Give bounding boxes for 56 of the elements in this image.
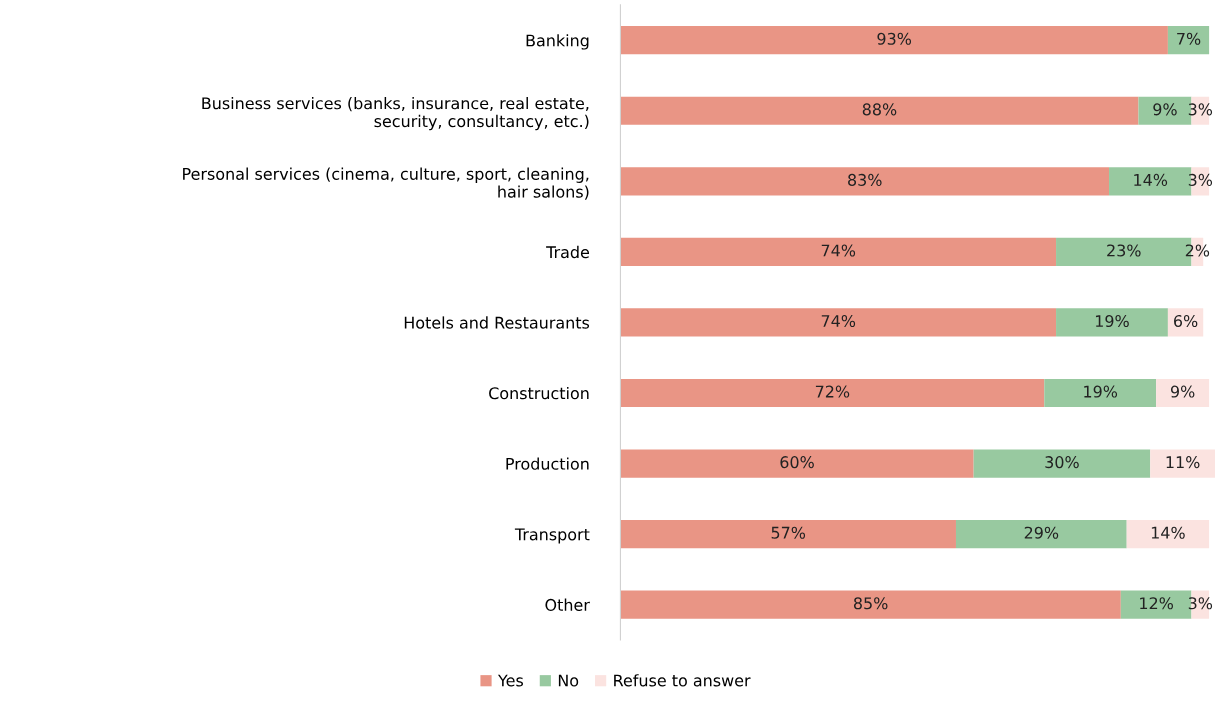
bar [620,519,956,549]
data-label: 60% [780,456,814,469]
bar [1150,449,1215,478]
bar [973,449,1151,478]
bar [620,449,974,478]
data-label: 83% [848,173,882,186]
data-label: 88% [862,103,897,116]
data-label: 3% [1188,173,1213,186]
data-label: 7% [1177,32,1201,45]
bar [620,167,1110,196]
bar [620,590,1121,619]
data-label: 14% [1134,173,1168,186]
data-label: 19% [1084,385,1118,398]
bar [955,519,1127,549]
data-label: 9% [1170,385,1195,398]
bar [1044,378,1157,408]
data-label: 9% [1153,103,1177,116]
bar [1126,519,1210,549]
data-label: 19% [1095,314,1129,328]
bar [1167,308,1204,337]
data-label: 3% [1188,103,1213,116]
data-label: 23% [1107,244,1141,257]
data-label: 85% [853,597,888,610]
data-label: 2% [1185,244,1210,257]
bar [620,308,1057,337]
bar [620,378,1045,408]
y-tick-label: Transport [514,528,590,544]
y-tick-label: Hotels and Restaurants [404,316,590,329]
bar [1056,308,1168,337]
bar [620,26,1168,55]
bar [620,96,1139,125]
legend-label: Refuse to answer [614,674,751,687]
data-label: 29% [1024,526,1059,539]
data-label: 74% [821,314,856,328]
bar [1167,26,1210,55]
y-tick-label: Other [545,598,590,611]
bar [1156,378,1210,408]
data-label: 72% [815,385,850,398]
y-tick-label: Construction [489,386,589,400]
data-label: 74% [821,244,856,257]
data-label: 93% [877,32,912,45]
y-tick-label: Trade [546,245,590,259]
data-label: 11% [1166,456,1200,469]
data-label: 3% [1188,597,1213,610]
bar [620,237,1057,266]
legend-label: No [558,674,579,687]
data-label: 57% [771,526,806,539]
data-label: 12% [1140,597,1173,610]
y-tick-label: Banking [526,34,589,50]
data-label: 6% [1174,314,1198,328]
data-label: 30% [1045,456,1079,469]
legend-label: Yes [497,674,524,687]
y-tick-label: Personal services (cinema, culture, sport, cleaning, hair salons) [183,167,589,200]
y-tick-label: Production [506,457,589,470]
y-tick-label: Business services (banks, insurance, real estate, security, consultancy, etc.) [202,96,589,131]
data-label: 14% [1151,526,1185,539]
